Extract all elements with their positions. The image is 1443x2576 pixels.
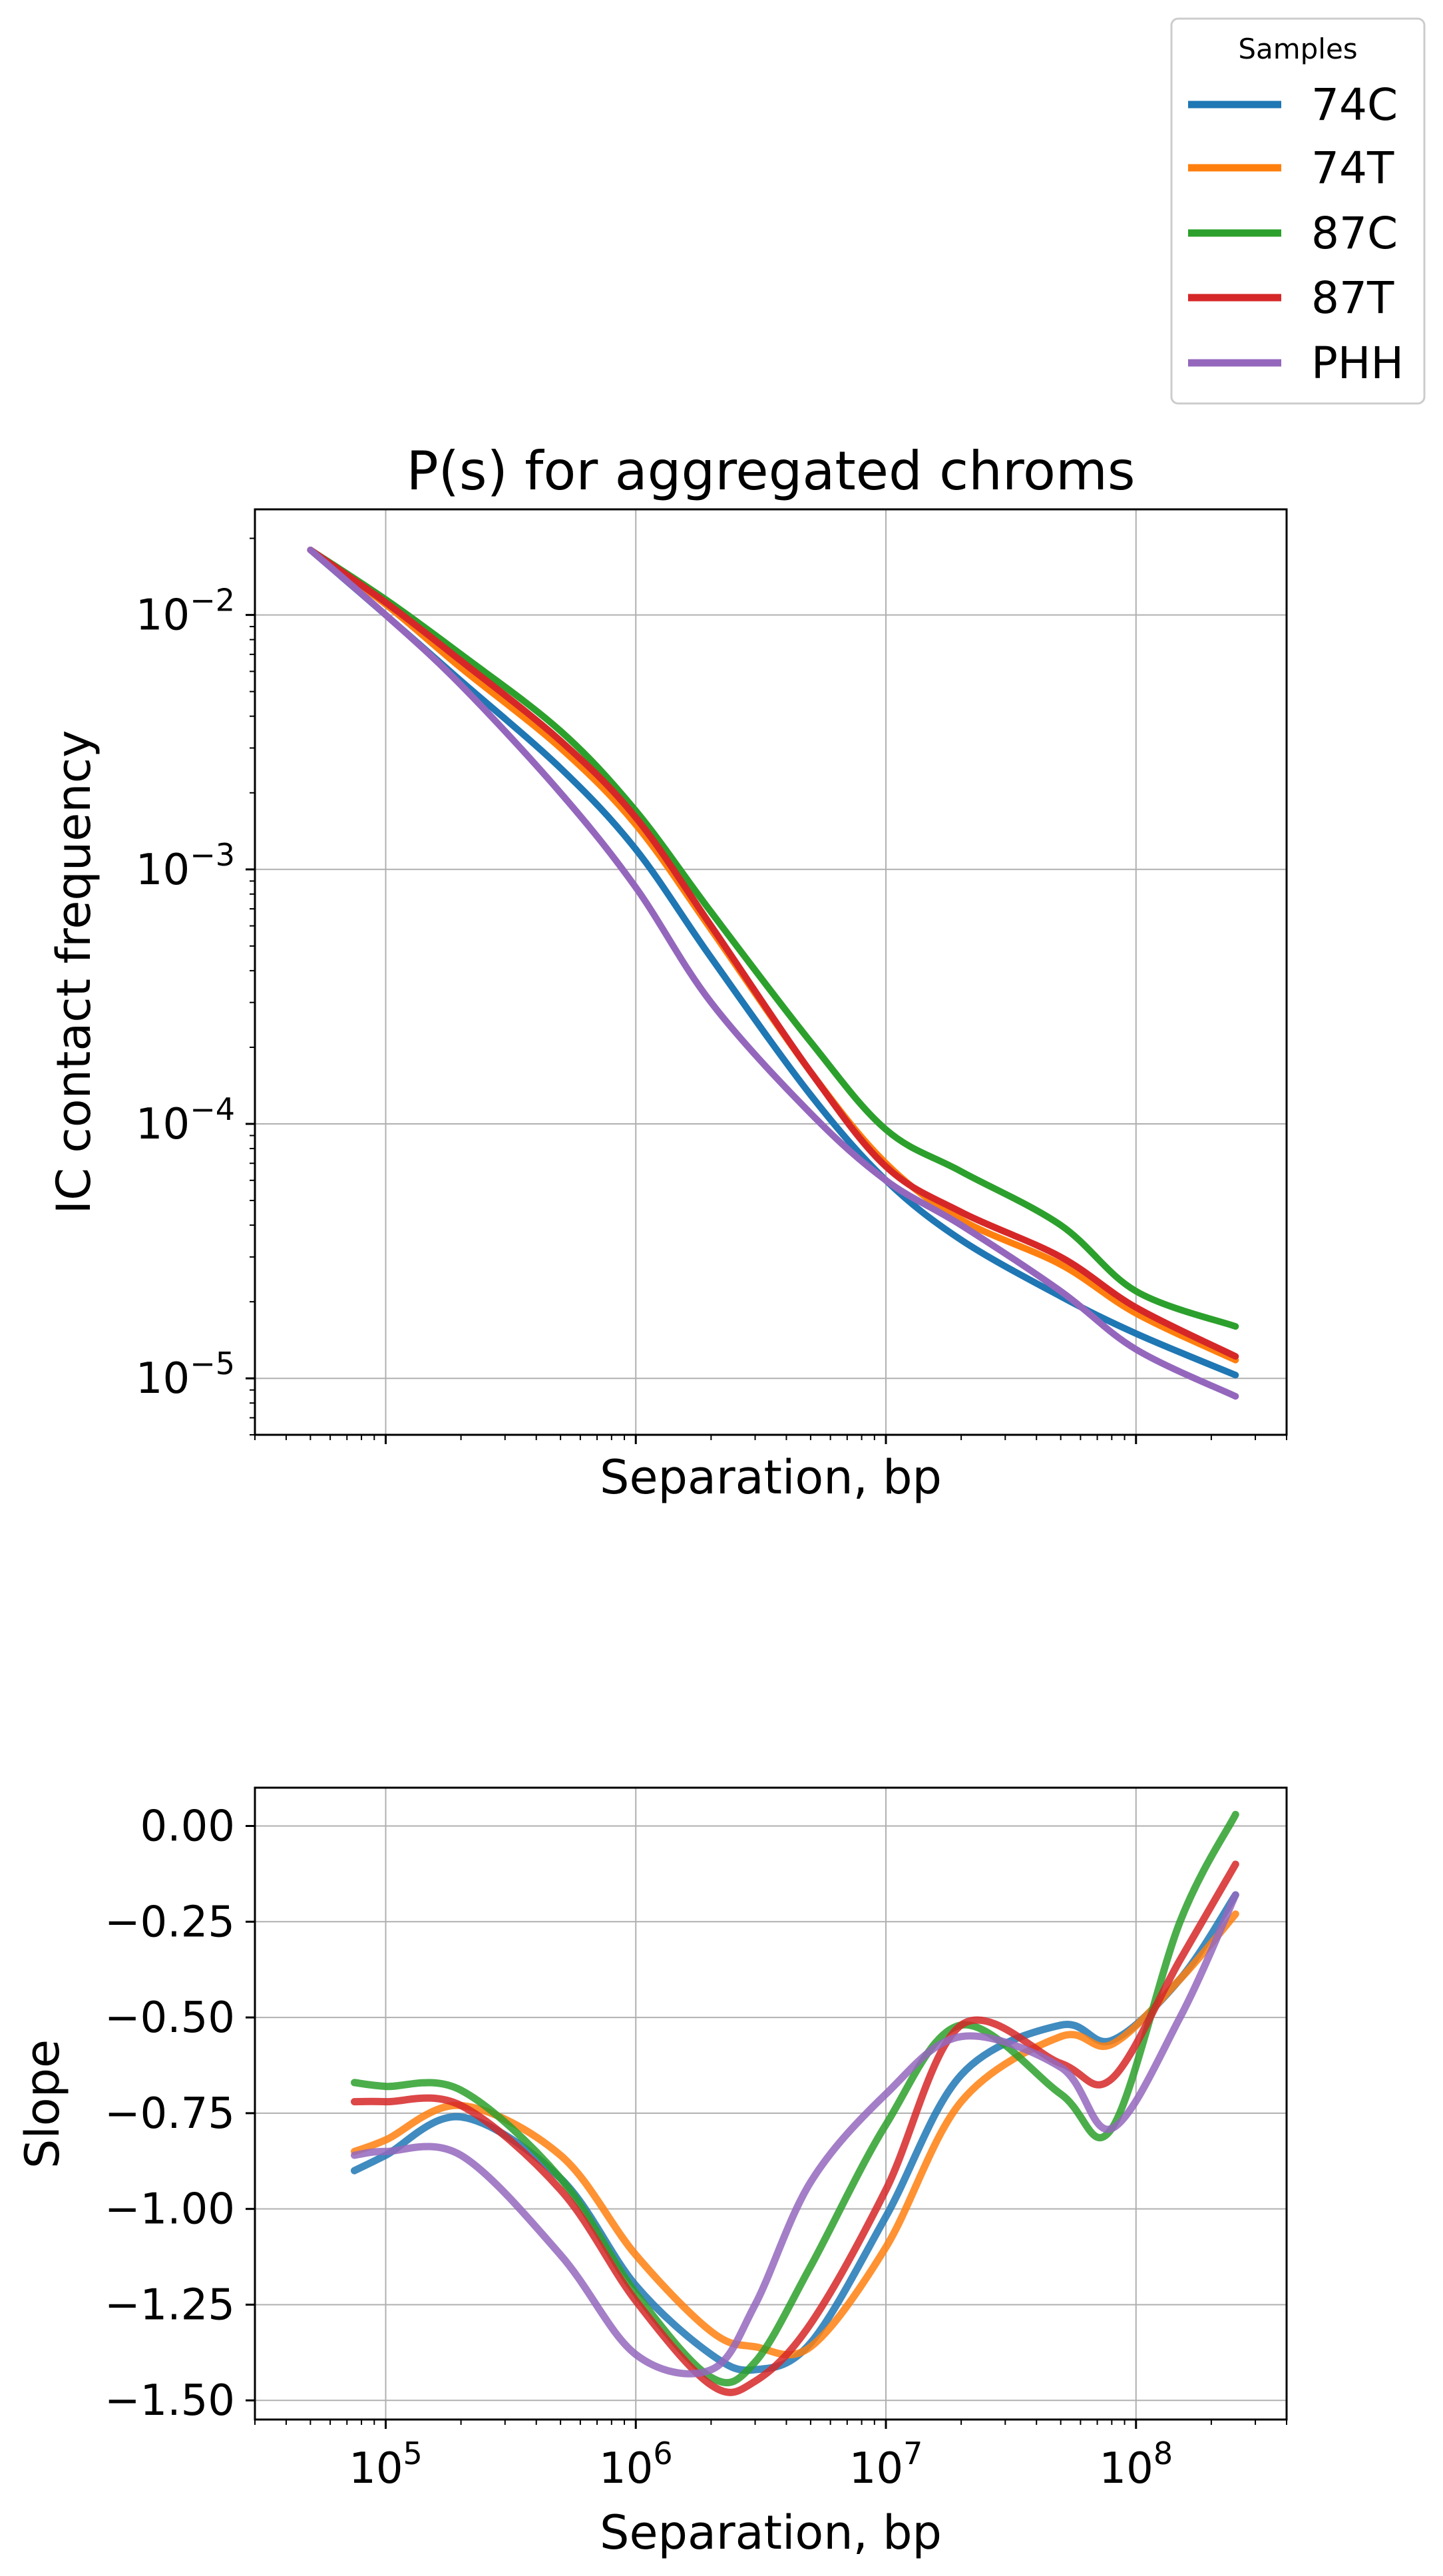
top-y-axis-label: IC contact frequency — [47, 730, 101, 1214]
bottom-series-line-PHH — [351, 1891, 1239, 2378]
legend-label-2: 74T — [1311, 142, 1394, 194]
top-series — [307, 547, 1239, 1400]
top-grid — [255, 509, 1287, 1435]
bottom-y-tick-label-1: 0.00 — [140, 1802, 236, 1852]
bottom-y-tick-label-3: −0.50 — [104, 1993, 235, 2043]
bottom-y-tick-label-2: −0.25 — [104, 1898, 235, 1947]
legend-entry-2: 74T — [1188, 142, 1394, 194]
bottom-y-tick-label-6: −1.25 — [104, 2280, 235, 2330]
bottom-y-tick-label-7: −1.50 — [104, 2376, 235, 2426]
legend-label-3: 87C — [1311, 208, 1398, 259]
bottom-x-axis-label: Separation, bp — [600, 2505, 942, 2560]
bottom-y-tick-label-4: −0.75 — [104, 2089, 235, 2139]
bottom-x-tick-label-4: 108 — [1099, 2436, 1173, 2493]
top-plot-frame — [254, 508, 1288, 1436]
top-y-tick-label-1: 10−2 — [136, 583, 235, 641]
top-x-axis-label: Separation, bp — [600, 1450, 942, 1505]
top-series-line-87C — [307, 547, 1239, 1330]
top-y-tick-label-3: 10−4 — [136, 1091, 235, 1149]
legend-label-5: PHH — [1311, 338, 1404, 389]
legend-label-1: 74C — [1311, 79, 1398, 130]
bottom-ticks: 105 106 107 108 0.00 −0.25 −0.50 −0.75 −1.00 −1.2… — [104, 1802, 1287, 2493]
bottom-y-tick-label-5: −1.00 — [104, 2185, 235, 2234]
bottom-series-line-87T — [351, 1860, 1239, 2396]
bottom-x-tick-label-2: 106 — [599, 2436, 673, 2493]
top-ticks: 10−2 10−3 10−4 10−5 — [136, 537, 1287, 1444]
bottom-plot-frame — [254, 1786, 1288, 2421]
legend-entry-1: 74C — [1188, 79, 1398, 130]
bottom-y-axis-label: Slope — [15, 2039, 70, 2169]
legend-entry-5: PHH — [1188, 338, 1404, 389]
top-chart-title: P(s) for aggregated chroms — [406, 440, 1135, 502]
legend: Samples 74C 74T 87C 87T PHH — [1170, 17, 1426, 405]
legend-entry-3: 87C — [1188, 208, 1398, 259]
bottom-series — [351, 1810, 1239, 2396]
top-series-line-87T — [307, 547, 1239, 1360]
legend-title: Samples — [1238, 33, 1357, 65]
legend-label-4: 87T — [1311, 272, 1394, 324]
bottom-x-tick-label-3: 107 — [849, 2436, 923, 2493]
legend-frame — [1170, 17, 1426, 405]
bottom-x-tick-label-1: 105 — [349, 2436, 423, 2493]
top-series-line-PHH — [307, 547, 1239, 1400]
legend-entry-4: 87T — [1188, 272, 1394, 324]
top-y-tick-label-4: 10−5 — [136, 1346, 235, 1404]
bottom-series-line-87C — [351, 1810, 1239, 2387]
top-y-tick-label-2: 10−3 — [136, 837, 235, 895]
